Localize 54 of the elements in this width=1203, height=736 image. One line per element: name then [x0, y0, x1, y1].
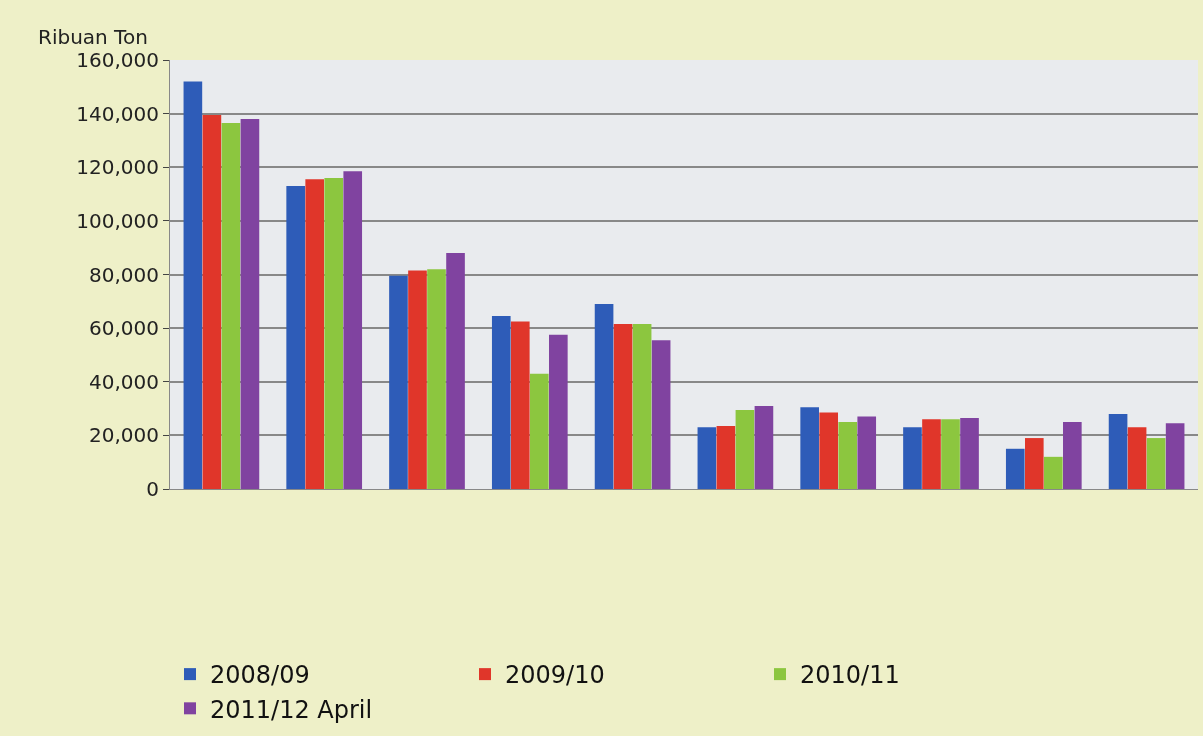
bar	[651, 340, 671, 489]
bar	[594, 303, 614, 489]
y-tick-label: 20,000	[89, 423, 159, 448]
bar	[716, 425, 736, 489]
bar	[324, 177, 344, 489]
legend-label: 2009/10	[505, 661, 605, 690]
bar	[1024, 438, 1044, 489]
bar	[491, 316, 511, 489]
y-tick-label: 100,000	[76, 208, 159, 233]
bar	[1043, 456, 1063, 489]
y-tick-label: 160,000	[76, 48, 159, 72]
bar	[857, 416, 877, 489]
bar	[800, 407, 819, 489]
bar	[941, 419, 960, 489]
bar	[427, 269, 446, 489]
y-tick-label: 0	[146, 477, 159, 501]
bar	[408, 270, 427, 489]
y-tick-label: 60,000	[89, 316, 159, 341]
bar	[286, 186, 305, 489]
bar	[183, 81, 203, 489]
bar	[510, 321, 530, 489]
bar	[221, 123, 241, 489]
bar	[903, 427, 922, 489]
y-tick-label: 40,000	[89, 369, 159, 394]
bar	[305, 179, 325, 489]
bar	[632, 324, 652, 489]
bar	[1108, 413, 1128, 489]
bar	[549, 334, 568, 489]
bar	[697, 427, 717, 489]
bar	[838, 421, 858, 489]
bar	[389, 275, 408, 489]
bar	[1063, 421, 1082, 489]
y-axis-title: Ribuan Ton	[38, 25, 148, 49]
bar	[1005, 448, 1025, 489]
bar	[1127, 427, 1147, 489]
bar	[343, 171, 363, 489]
bar	[240, 118, 260, 489]
y-tick-label: 120,000	[76, 155, 159, 180]
y-tick-label: 140,000	[76, 101, 159, 126]
legend-label: 2011/12 April	[210, 695, 373, 724]
legend-label: 2010/11	[800, 661, 900, 690]
bar	[1165, 423, 1185, 489]
bar	[529, 373, 549, 489]
bar	[613, 324, 633, 489]
bar	[202, 114, 222, 489]
bar	[735, 409, 755, 489]
bar	[754, 405, 774, 489]
bar	[960, 417, 979, 489]
bar	[819, 412, 839, 489]
bar	[1146, 438, 1166, 489]
bar	[922, 419, 941, 489]
bar	[446, 253, 465, 489]
y-tick-label: 80,000	[89, 262, 159, 287]
legend-label: 2008/09	[210, 661, 310, 690]
